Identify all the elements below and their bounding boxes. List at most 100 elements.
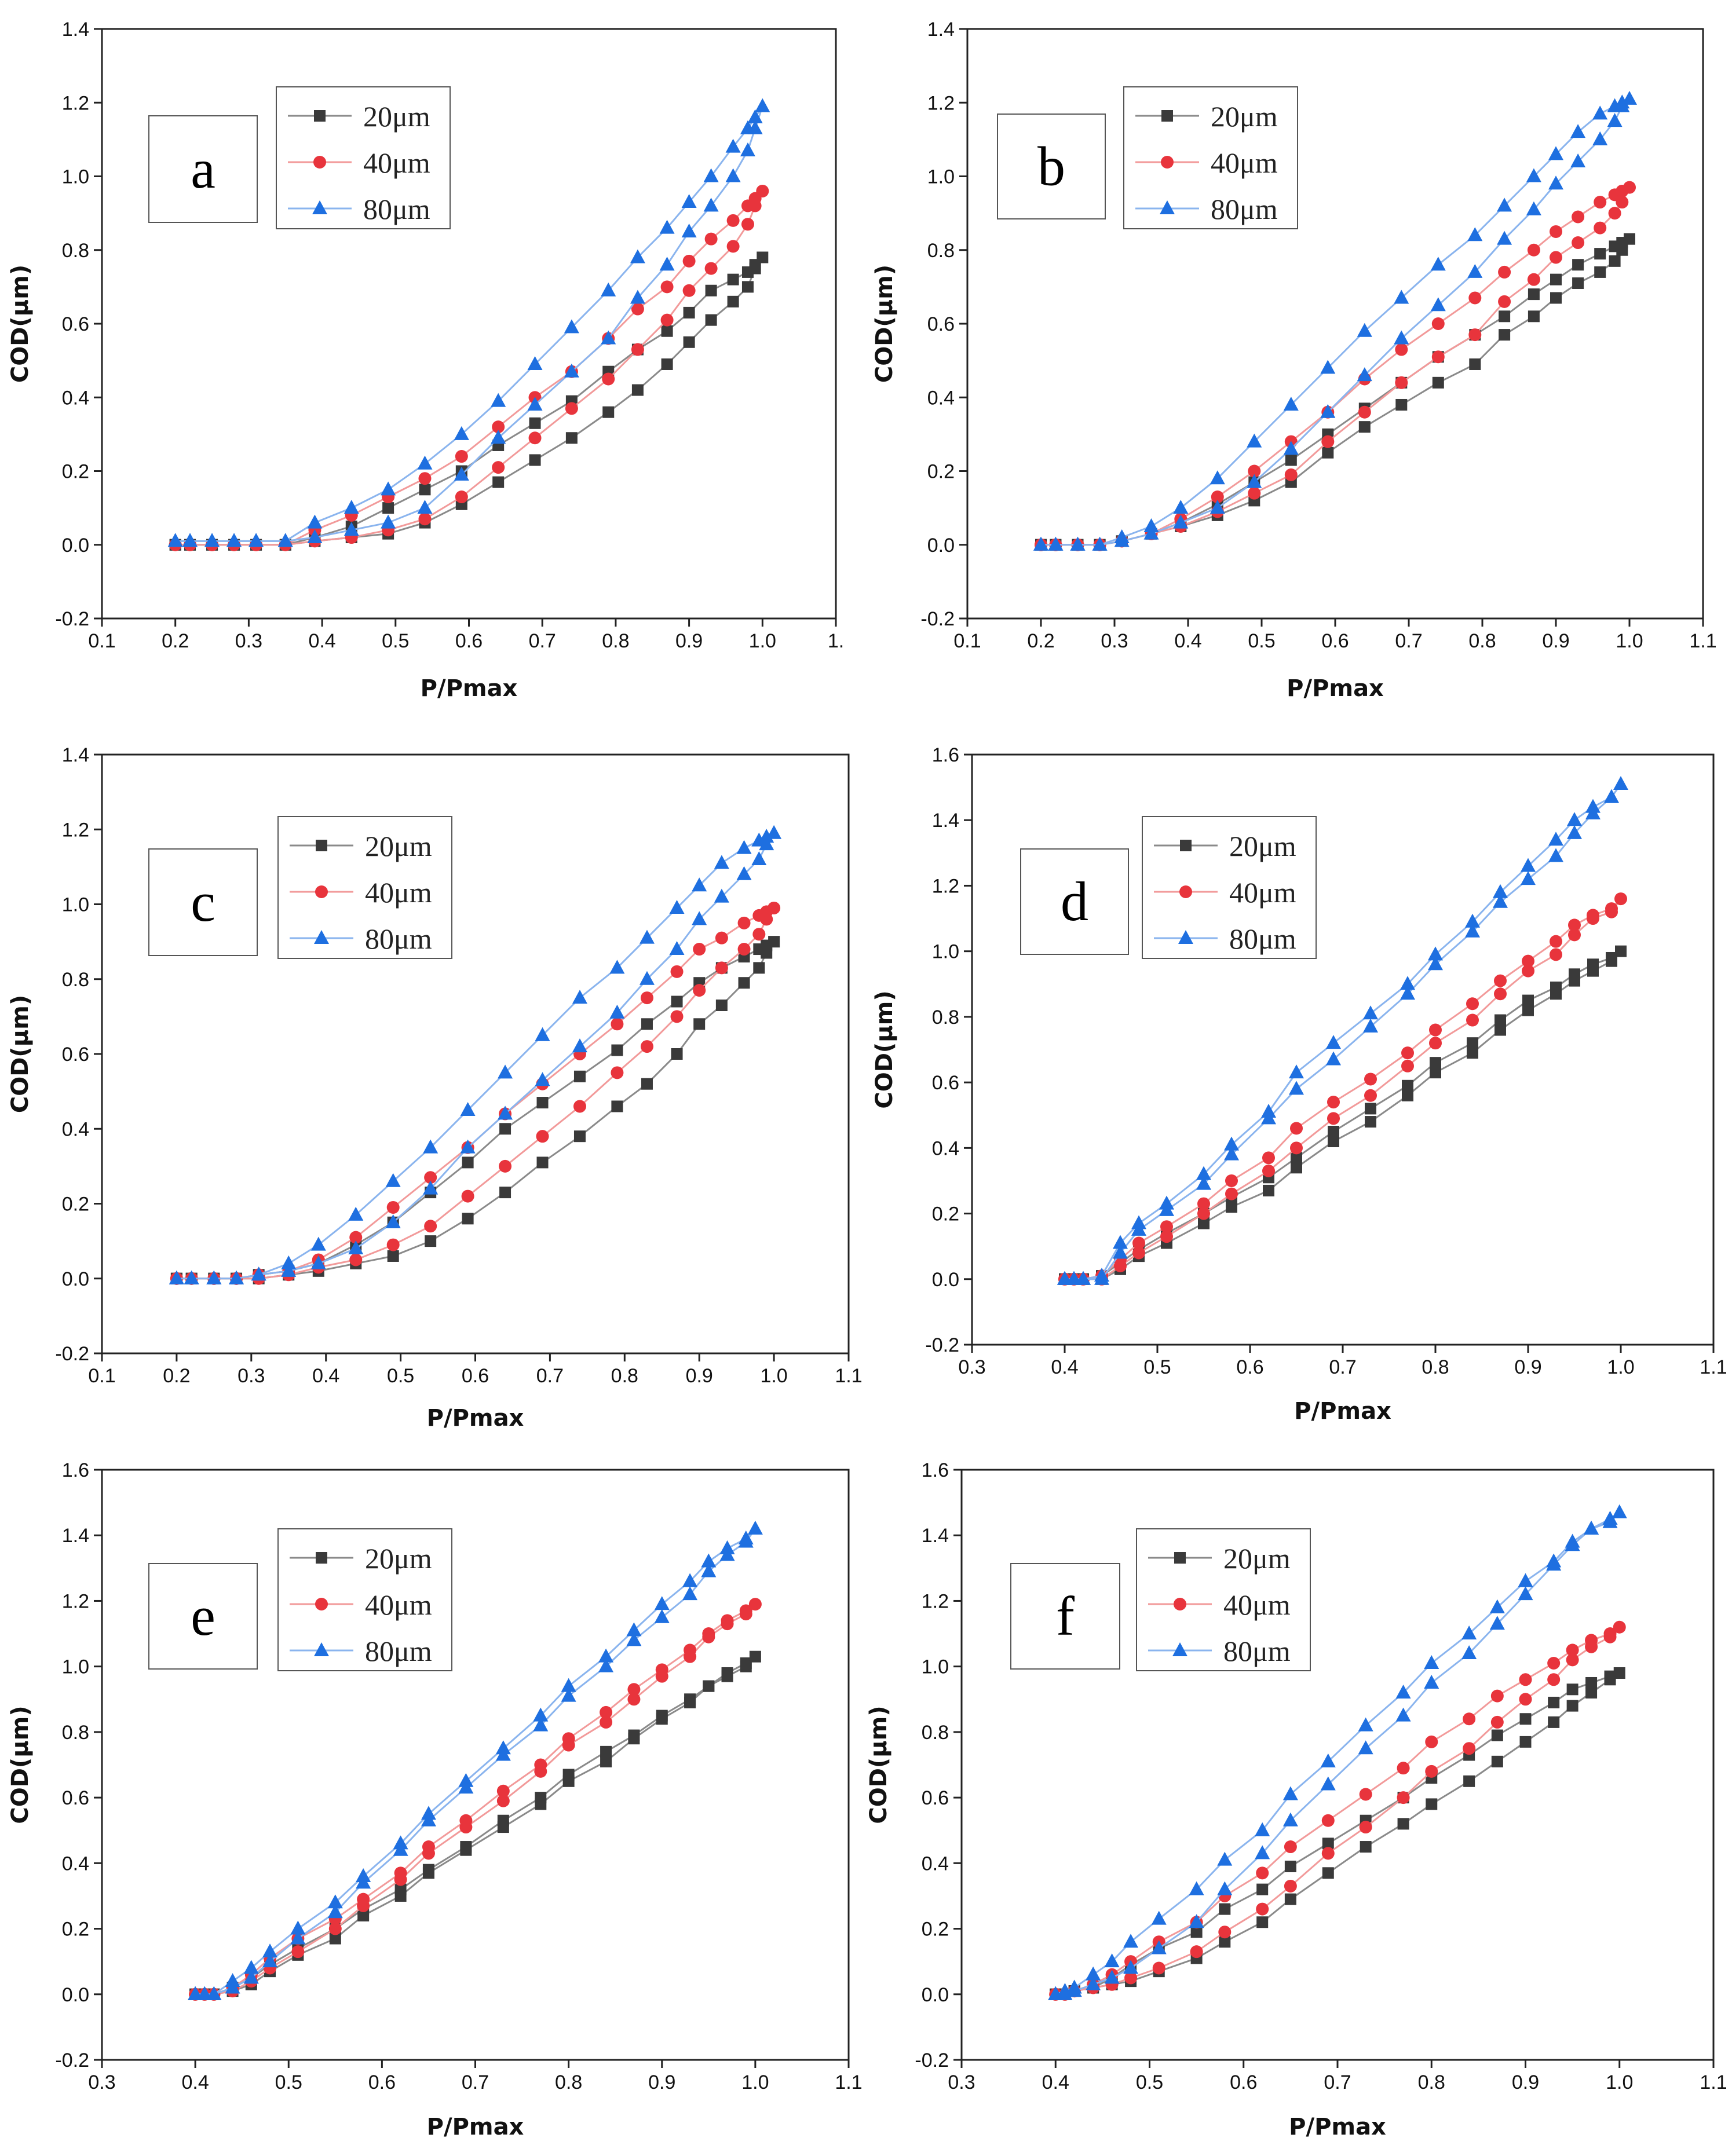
data-point — [1400, 986, 1415, 1000]
data-point — [1400, 976, 1415, 990]
data-point — [1363, 1018, 1378, 1033]
panel-letter: b — [1037, 136, 1065, 197]
data-point — [701, 1553, 717, 1568]
legend: 20μm 40μm 80μm — [1142, 816, 1317, 959]
data-point — [184, 1270, 199, 1284]
x-axis-title: P/Pmax — [427, 2114, 524, 2140]
x-tick-label: 0.4 — [308, 630, 335, 652]
data-point — [1519, 1736, 1532, 1748]
data-point — [1365, 1116, 1376, 1128]
data-point — [1494, 987, 1507, 1001]
data-point — [1261, 1110, 1276, 1125]
data-point — [1518, 1586, 1533, 1601]
data-point — [749, 1650, 761, 1663]
data-point — [1289, 1081, 1304, 1095]
data-point — [1490, 1689, 1504, 1703]
data-point — [611, 1066, 624, 1079]
data-point — [719, 1547, 735, 1561]
y-tick-label: 0.2 — [62, 1194, 89, 1216]
data-point — [1592, 131, 1608, 145]
data-point — [1092, 536, 1108, 551]
data-point — [1225, 1187, 1238, 1200]
data-point — [1114, 1260, 1127, 1273]
data-point — [1197, 1197, 1210, 1210]
data-point — [1467, 227, 1483, 241]
data-point — [1290, 1122, 1303, 1135]
data-point — [382, 502, 394, 514]
data-point — [535, 1798, 547, 1810]
data-point — [249, 533, 264, 547]
data-point — [527, 356, 543, 370]
data-point — [1320, 360, 1336, 374]
y-tick-label: -0.2 — [55, 2049, 89, 2071]
data-point — [1402, 1089, 1413, 1101]
data-point — [1608, 207, 1621, 220]
series-line-20μm — [1041, 236, 1632, 546]
data-point — [491, 393, 506, 407]
data-point — [1465, 923, 1480, 938]
data-point — [661, 325, 673, 337]
y-tick-label: 0.6 — [927, 313, 955, 335]
data-point — [1548, 1716, 1560, 1728]
data-point — [701, 1563, 717, 1577]
x-tick-label: 0.2 — [162, 630, 189, 652]
legend-marker — [1174, 1552, 1186, 1564]
data-point — [424, 1171, 437, 1184]
data-point — [1198, 1217, 1210, 1229]
data-point — [627, 1683, 641, 1696]
data-point — [1568, 918, 1581, 932]
data-point — [536, 1097, 549, 1109]
data-point — [1359, 1821, 1372, 1834]
data-point — [498, 1106, 513, 1120]
data-point — [1429, 1037, 1442, 1050]
data-point — [740, 142, 755, 156]
data-point — [626, 1632, 642, 1646]
y-tick-label: 1.0 — [932, 941, 959, 963]
data-point — [499, 1159, 512, 1173]
y-tick-label: 0.8 — [927, 240, 955, 262]
y-tick-label: 0.8 — [62, 240, 89, 262]
data-point — [394, 1890, 407, 1902]
data-point — [499, 1187, 511, 1199]
y-tick-label: 1.2 — [62, 92, 89, 114]
data-point — [1429, 1023, 1442, 1037]
y-tick-label: 0.4 — [927, 387, 955, 409]
y-tick-label: 0.2 — [927, 461, 955, 483]
data-point — [1397, 1818, 1409, 1830]
data-point — [387, 1250, 399, 1262]
data-point — [1160, 1230, 1173, 1243]
data-point — [1262, 1151, 1275, 1165]
x-tick-label: 1.0 — [1606, 2071, 1633, 2093]
data-point — [1132, 1246, 1145, 1260]
y-tick-label: 1.2 — [922, 1590, 949, 1612]
data-point — [491, 430, 506, 444]
x-tick-label: 0.8 — [602, 630, 629, 652]
data-point — [1358, 405, 1371, 419]
x-tick-label: 0.8 — [1422, 1356, 1449, 1378]
y-tick-label: -0.2 — [925, 1334, 959, 1356]
data-point — [423, 1180, 439, 1195]
y-tick-label: 1.2 — [62, 819, 89, 841]
data-point — [1594, 221, 1607, 235]
y-axis-title: COD(μm) — [865, 1705, 892, 1824]
data-point — [1143, 518, 1159, 532]
x-tick-label: 0.1 — [88, 1365, 115, 1387]
data-point — [1624, 233, 1635, 245]
data-point — [1548, 832, 1563, 846]
data-point — [1570, 124, 1586, 138]
data-point — [1189, 1881, 1204, 1895]
y-tick-label: 0.4 — [932, 1137, 959, 1159]
x-tick-label: 0.6 — [1321, 630, 1349, 652]
data-point — [281, 1255, 297, 1269]
legend-marker — [1161, 110, 1173, 122]
data-point — [460, 1844, 472, 1856]
data-point — [1283, 396, 1299, 411]
data-point — [714, 855, 729, 869]
data-point — [561, 1688, 576, 1702]
data-point — [630, 249, 645, 263]
x-tick-label: 0.6 — [1236, 1356, 1263, 1378]
data-point — [609, 1004, 625, 1019]
data-point — [727, 295, 739, 308]
y-tick-label: 1.6 — [62, 1459, 89, 1481]
data-point — [349, 1253, 363, 1266]
